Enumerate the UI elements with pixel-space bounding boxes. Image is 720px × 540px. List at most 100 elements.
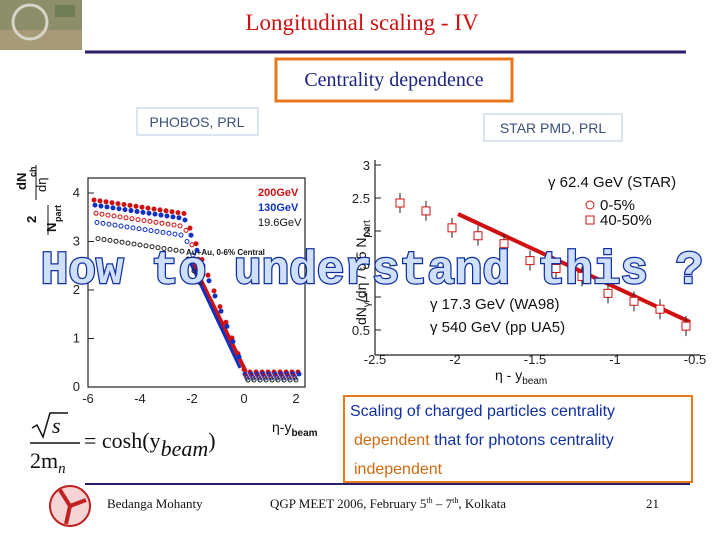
legend-entry: 130GeV (258, 202, 299, 214)
legend-entry: 0-5% (600, 197, 635, 214)
plot-marker (160, 229, 166, 235)
plot-marker (161, 246, 167, 251)
plot-marker (163, 208, 169, 214)
plot-marker (281, 377, 287, 383)
x-tick-label: -2.5 (364, 352, 386, 367)
conclusion-box (343, 395, 693, 483)
plot-marker (131, 241, 137, 247)
plot-marker (134, 208, 140, 214)
event: QGP MEET 2006, February 5th – 7th, Kolka… (270, 496, 506, 511)
plot-marker (157, 207, 163, 213)
plot-marker (197, 280, 203, 286)
plot-marker (395, 198, 405, 208)
plot-marker (211, 288, 217, 294)
plot-marker (101, 237, 107, 242)
plot-marker (447, 223, 457, 233)
plot-marker (122, 207, 128, 213)
logo (49, 485, 91, 527)
plot-marker (190, 252, 196, 258)
plot-marker (112, 222, 118, 228)
footer: Bedanga Mohanty QGP MEET 2006, February … (107, 496, 659, 511)
x-tick-label: -4 (134, 391, 146, 406)
plot-marker (149, 244, 155, 250)
plot-marker (287, 377, 293, 383)
plot-marker (195, 256, 201, 262)
plot-marker (91, 197, 97, 203)
plot-marker (191, 268, 197, 274)
plot-marker (165, 221, 171, 227)
plot-frame (87, 177, 306, 388)
plot-marker (152, 211, 158, 217)
label-part: beam (291, 428, 317, 439)
plot-marker (251, 377, 257, 383)
plot-marker (142, 227, 148, 233)
formula-part: 2mn (30, 448, 66, 477)
plot-marker (167, 246, 173, 252)
plot-marker (257, 377, 263, 383)
x-tick-label: -0.5 (684, 352, 706, 367)
label-part: dN (14, 173, 29, 190)
plot-marker (93, 210, 99, 216)
plot-marker (164, 213, 170, 219)
trend-line (188, 261, 242, 369)
plot-marker (241, 366, 247, 372)
x-tick-label: -1.5 (524, 352, 546, 367)
plot-marker (169, 209, 175, 215)
plot-marker (153, 219, 159, 225)
plot-marker (184, 239, 190, 244)
plot-marker (194, 247, 200, 253)
x-tick-label: -2 (449, 352, 461, 367)
x-tick-label: -6 (82, 391, 94, 406)
plot-marker (110, 205, 116, 211)
plot-marker (499, 239, 509, 249)
y-tick-label: 2.5 (352, 191, 370, 206)
plot-marker (99, 211, 105, 217)
plot-marker (155, 245, 161, 251)
plot-marker (92, 202, 98, 208)
y-tick-label: 1 (363, 290, 370, 305)
plot-marker (140, 209, 146, 215)
plot-marker (116, 206, 122, 212)
plot-marker (551, 264, 561, 274)
text-run: th (426, 496, 432, 505)
plot-marker (137, 242, 143, 248)
conclusion-line: dependent that for photons centrality (354, 432, 614, 449)
callout-box (274, 57, 514, 103)
x-tick-label: 0 (240, 391, 247, 406)
plot-marker (525, 256, 535, 266)
plot-marker (129, 216, 135, 222)
plot-marker (121, 202, 127, 207)
legend-entry: γ 540 GeV (pp UA5) (430, 319, 565, 336)
plot-marker (105, 212, 111, 218)
formula-part: s (52, 413, 61, 438)
plot-marker (473, 231, 483, 241)
plot-marker (170, 214, 176, 220)
plot-marker (135, 217, 141, 223)
plot-note: Au+Au, 0-6% Central (186, 248, 265, 257)
plot-marker (109, 200, 115, 206)
formula-part: 2m (30, 448, 58, 473)
text-run: – 7 (433, 496, 453, 511)
plot-marker (245, 377, 251, 383)
star-plot: dNγ/dη / 0.5 Npart η - ybeam γ 62.4 GeV … (352, 158, 706, 387)
y-axis-label: dN ch dη 2 N part (14, 165, 63, 235)
label-part: beam (522, 376, 547, 387)
plot-marker (171, 222, 177, 228)
y-tick-label: 3 (73, 234, 80, 249)
plot-marker (111, 213, 117, 219)
label-part: γ (362, 302, 373, 307)
label-part: η - y (495, 367, 522, 383)
y-tick-label: 1 (73, 331, 80, 346)
label-part: /dη / 0.5 N (353, 238, 369, 303)
label-part: 2 (24, 216, 39, 223)
plot-marker (183, 227, 189, 233)
formula-part: ) (208, 428, 215, 453)
plot-marker (182, 217, 188, 223)
y-tick-label: 2 (73, 282, 80, 297)
x-axis-label: η - ybeam (495, 367, 547, 387)
source-box (483, 113, 623, 142)
formula-part: beam (161, 436, 209, 461)
plot-marker (118, 223, 124, 229)
y-tick-label: 1.5 (352, 257, 370, 272)
plot-marker (151, 206, 157, 212)
